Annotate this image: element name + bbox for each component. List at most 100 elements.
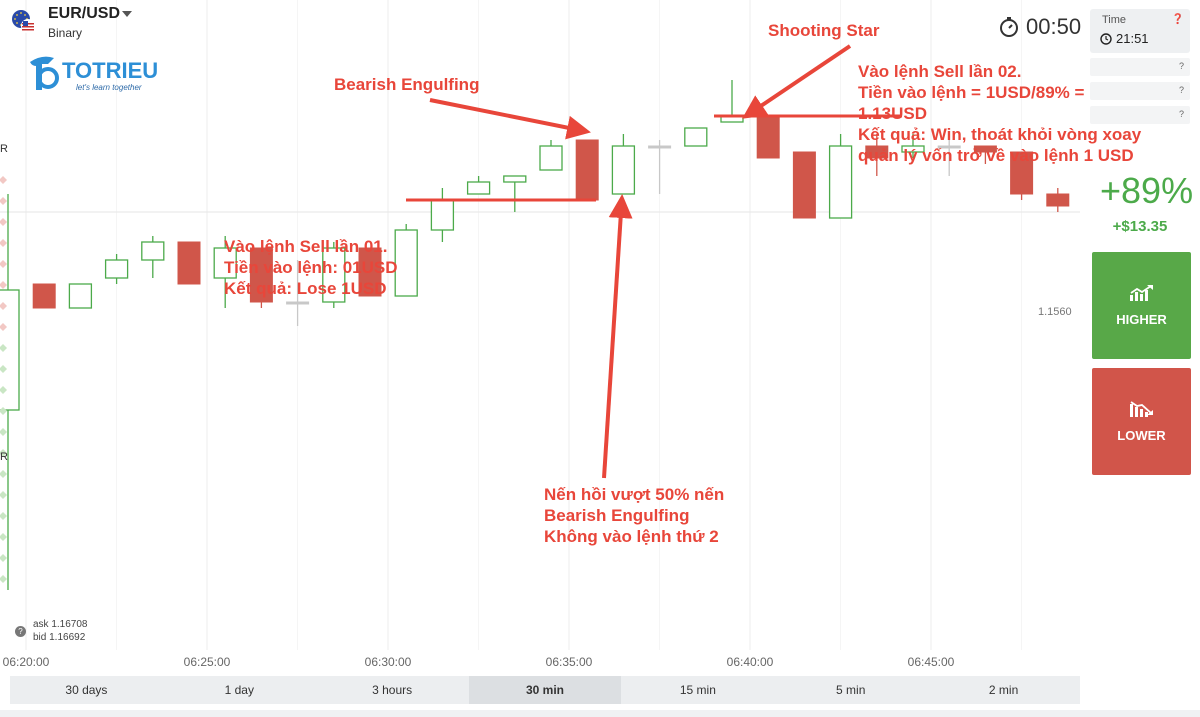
time-label: Time <box>1102 14 1127 26</box>
candle <box>213 236 237 308</box>
candle-body <box>141 241 165 261</box>
shooting-star-label: Shooting Star <box>768 21 880 40</box>
side-field[interactable]: ? <box>1090 82 1190 100</box>
candle-body <box>68 283 93 309</box>
help-icon[interactable]: ? <box>1178 85 1184 95</box>
candle <box>539 140 563 171</box>
help-icon[interactable]: ? <box>15 626 26 637</box>
marker-diamond <box>0 218 7 226</box>
marker-diamond <box>0 449 7 457</box>
candle <box>104 254 129 284</box>
x-tick-label: 06:35:00 <box>546 655 593 669</box>
candlestick-chart: 06:20:00 06:25:00 06:30:00 06:35:00 06:40:00… <box>0 0 1080 669</box>
candle-body <box>611 145 636 195</box>
side-field[interactable]: ? <box>1090 106 1190 124</box>
candle-body <box>0 289 20 411</box>
note-line: Kết quả: Lose 1USD <box>224 279 387 298</box>
help-icon[interactable]: ? <box>1178 109 1184 119</box>
note-line: Vào lệnh Sell lần 02. <box>858 62 1022 81</box>
x-tick-label: 06:30:00 <box>365 655 412 669</box>
timeframe-tab[interactable]: 15 min <box>679 683 716 697</box>
marker-diamond <box>0 176 7 184</box>
candle-body <box>249 247 273 303</box>
candle <box>865 134 889 176</box>
candle-body <box>865 145 889 159</box>
candle-body <box>394 229 418 297</box>
candle-body <box>792 151 816 219</box>
candle <box>1046 188 1070 212</box>
side-field[interactable]: ? <box>1090 58 1190 76</box>
candle <box>177 241 201 285</box>
stopwatch-icon <box>1000 17 1018 37</box>
ask-quote: ask 1.16708 <box>33 619 88 630</box>
timeframe-tab[interactable]: 2 min <box>988 683 1019 697</box>
quote-box: ask 1.16708 bid 1.16692 <box>33 618 88 644</box>
candle <box>575 139 599 201</box>
higher-label: HIGHER <box>1116 312 1167 327</box>
candle <box>394 224 418 297</box>
candle-body <box>828 145 853 219</box>
timeframe-tab[interactable]: 30 days <box>65 683 108 697</box>
candle <box>828 134 853 219</box>
option-type-label: Binary <box>48 26 83 40</box>
candle-body <box>937 145 961 149</box>
x-tick-label: 06:40:00 <box>727 655 774 669</box>
candle <box>358 247 382 297</box>
candle <box>32 283 56 309</box>
payout-percent: +89% <box>1100 170 1194 211</box>
candle-body <box>973 145 997 153</box>
chevron-down-icon[interactable] <box>122 11 132 17</box>
note-line: Nến hồi vượt 50% nến <box>544 485 725 504</box>
help-icon[interactable]: ❓ <box>1171 14 1184 25</box>
marker-diamond <box>0 260 7 268</box>
candle-body <box>1046 193 1070 207</box>
left-mark-label: R <box>0 451 8 463</box>
eu-us-flag-icon[interactable] <box>10 8 36 34</box>
marker-diamond <box>0 386 7 394</box>
candle <box>503 175 527 212</box>
totrieu-logo: TOTRIEU let's learn together <box>30 56 158 92</box>
note-line: Kết quả: Win, thoát khỏi vòng xoay <box>858 125 1142 144</box>
lower-button[interactable]: LOWER <box>1092 368 1191 475</box>
bid-quote: bid 1.16692 <box>33 632 86 643</box>
expiry-time-value: 21:51 <box>1116 31 1149 46</box>
asset-selector[interactable]: EUR/USD <box>48 5 121 22</box>
candle-body <box>466 181 491 195</box>
side-panel-fields: ? ? ? <box>1090 58 1190 130</box>
marker-diamond <box>0 239 7 247</box>
lower-label: LOWER <box>1117 428 1166 443</box>
candle <box>1010 151 1034 200</box>
higher-button[interactable]: HIGHER <box>1092 252 1191 359</box>
candle <box>68 283 93 309</box>
expiry-time: 21:51 <box>1100 31 1149 46</box>
logo-text: TOTRIEU <box>62 58 158 83</box>
footer-strip <box>0 710 1200 717</box>
candle <box>648 140 672 194</box>
timeframe-tab[interactable]: 1 day <box>224 683 254 697</box>
current-price-label: 1.1560 <box>1038 306 1072 318</box>
candle-body <box>286 301 310 305</box>
candle <box>684 127 708 147</box>
x-tick-label: 06:20:00 <box>3 655 50 669</box>
candle <box>0 194 20 590</box>
candle <box>611 134 636 195</box>
candle-body <box>322 247 346 303</box>
timeframe-tab[interactable]: 3 hours <box>372 683 413 697</box>
help-icon[interactable]: ? <box>1178 61 1184 71</box>
candle-body <box>684 127 708 147</box>
candle-body <box>539 145 563 171</box>
x-tick-label: 06:45:00 <box>908 655 955 669</box>
chart-grid <box>25 0 1022 650</box>
candle-body <box>104 259 129 279</box>
candle <box>430 188 455 242</box>
timeframe-tab[interactable]: 5 min <box>836 683 866 697</box>
expiry-time-box[interactable]: Time ❓ 21:51 <box>1090 9 1190 53</box>
candle-body <box>901 145 925 153</box>
bearish-engulfing-label: Bearish Engulfing <box>334 75 480 94</box>
timeframe-tab-active[interactable]: 30 min <box>468 676 622 704</box>
left-mark-label: R <box>0 143 8 155</box>
candle <box>756 115 780 159</box>
marker-diamond <box>0 323 7 331</box>
candle <box>141 236 165 278</box>
x-axis-ticks: 06:20:00 06:25:00 06:30:00 06:35:00 06:40:00… <box>3 655 955 669</box>
